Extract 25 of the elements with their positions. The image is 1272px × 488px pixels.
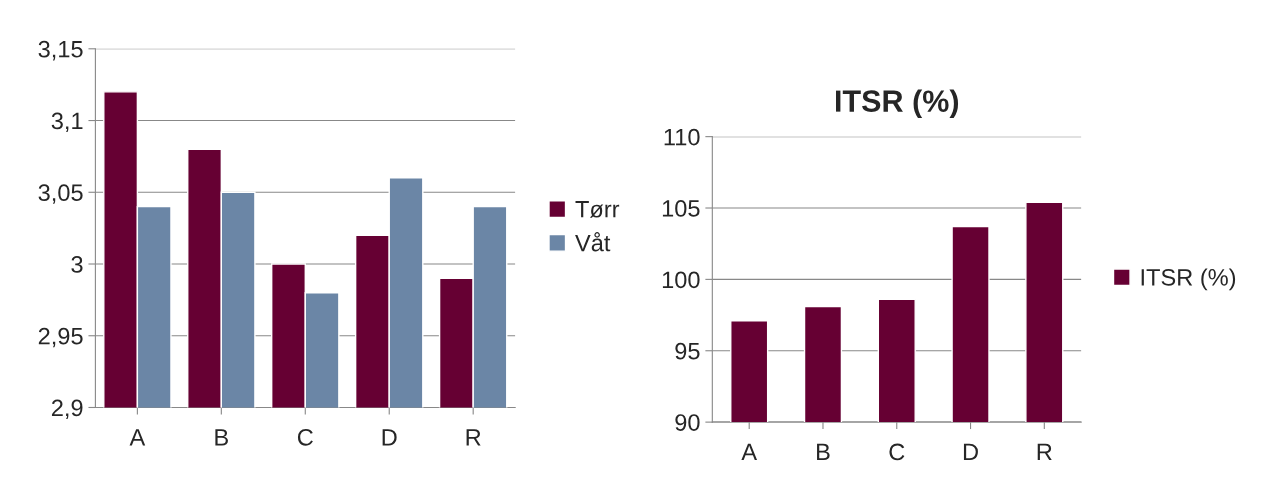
x-tick-label: A bbox=[129, 429, 146, 446]
y-tick-label: 105 bbox=[662, 200, 700, 217]
y-tick-label: 3,1 bbox=[51, 112, 83, 133]
x-tick-label: C bbox=[297, 428, 313, 446]
x-tick-label: R bbox=[466, 429, 481, 446]
chart-title: ITSR (%) bbox=[836, 89, 959, 118]
x-tick-label: A bbox=[741, 443, 758, 461]
x-tick-label: B bbox=[817, 443, 830, 461]
x-tick-label: B bbox=[215, 429, 228, 446]
y-tick-label: 95 bbox=[675, 342, 700, 360]
y-tick-label: 3 bbox=[71, 256, 83, 273]
y-tick-label: 110 bbox=[664, 128, 700, 146]
y-tick-label: 2,9 bbox=[51, 399, 83, 420]
y-tick-label: 2,95 bbox=[38, 327, 83, 348]
y-tick-label: 3,15 bbox=[38, 40, 83, 61]
x-tick-label: D bbox=[963, 443, 978, 461]
x-tick-label: C bbox=[889, 443, 905, 461]
y-tick-label: 100 bbox=[662, 271, 700, 289]
x-tick-label: D bbox=[382, 429, 397, 446]
legend-label: Tørr bbox=[575, 201, 620, 218]
y-tick-label: 3,05 bbox=[38, 184, 83, 204]
legend-label: Våt bbox=[575, 232, 611, 252]
y-tick-label: 90 bbox=[675, 414, 700, 431]
legend-label: ITSR (%) bbox=[1141, 268, 1236, 291]
x-tick-label: R bbox=[1037, 443, 1052, 461]
